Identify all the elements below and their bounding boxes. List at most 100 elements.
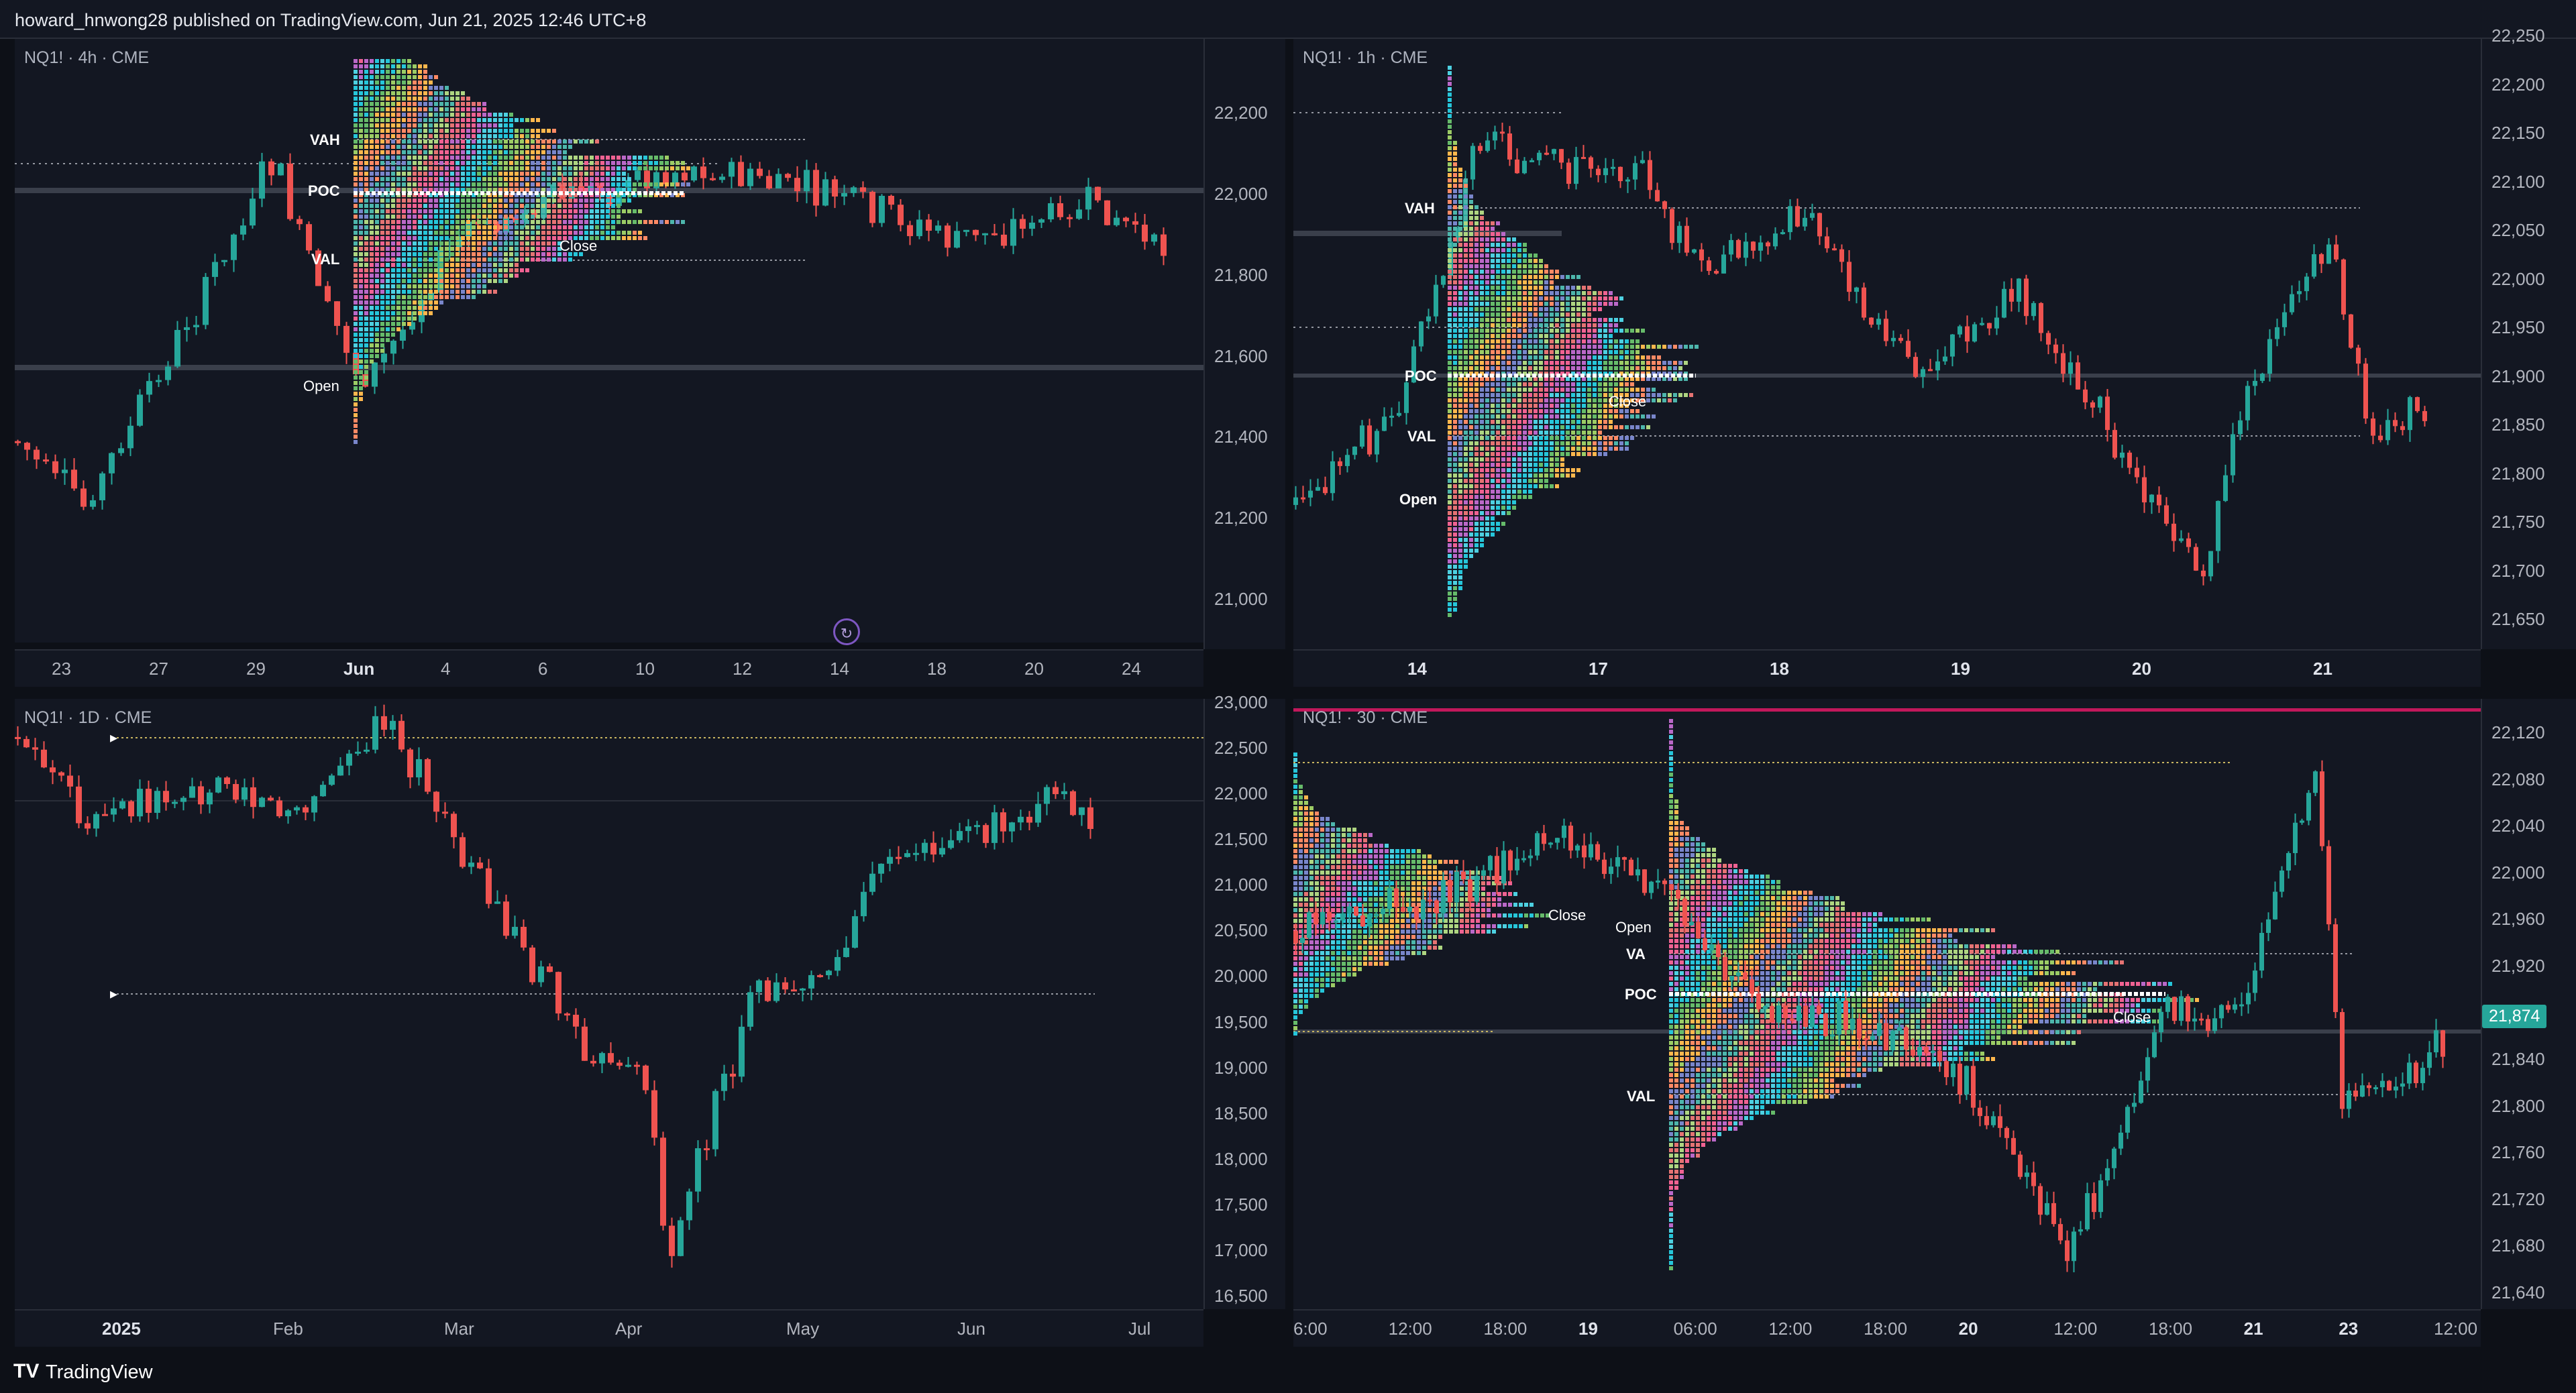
profile-cell	[1465, 903, 1469, 907]
candle-body	[1010, 219, 1016, 246]
profile-cell	[450, 236, 454, 240]
profile-cell	[1652, 388, 1656, 392]
profile-cell	[429, 225, 433, 229]
profile-cell	[1571, 452, 1575, 456]
profile-cell	[1491, 350, 1495, 354]
profile-cell	[461, 252, 465, 256]
profile-cell	[434, 140, 438, 144]
profile-cell	[364, 354, 368, 358]
profile-cell	[1491, 313, 1495, 317]
candle-body	[52, 461, 58, 473]
candle-body	[939, 848, 945, 855]
profile-cell	[466, 102, 470, 106]
profile-cell	[1480, 463, 1484, 467]
profile-cell	[1534, 479, 1538, 483]
profile-cell	[627, 188, 631, 192]
profile-cell	[1304, 795, 1308, 799]
profile-cell	[380, 236, 384, 240]
profile-cell	[386, 220, 390, 224]
profile-cell	[1512, 318, 1516, 322]
profile-cell	[1485, 232, 1489, 236]
candle-body	[353, 353, 359, 375]
price-axis-1h[interactable]: 22,250 22,200 22,150 22,100 22,050 22,000 21,9…	[2481, 25, 2576, 649]
candle-body	[381, 716, 387, 730]
profile-cell	[434, 150, 438, 154]
profile-cell	[1507, 425, 1511, 429]
candle-body	[599, 1053, 605, 1064]
price-axis-4h[interactable]: 22,200 22,000 21,800 21,600 21,400 21,200 21,0…	[1203, 39, 1285, 649]
profile-cell	[413, 129, 417, 133]
candle-body	[486, 868, 492, 904]
profile-cell	[1358, 908, 1362, 912]
profile-cell	[1304, 833, 1308, 837]
profile-cell	[1630, 366, 1634, 370]
profile-cell	[665, 166, 669, 170]
profile-cell	[1507, 254, 1511, 258]
profile-cell	[1448, 119, 1452, 123]
chart-panel-1h[interactable]: NQ1! · 1h · CME VAH POC VAL Open Close	[1293, 39, 2481, 649]
profile-cell	[1485, 275, 1489, 279]
profile-cell	[1496, 500, 1500, 504]
profile-cell	[568, 252, 572, 256]
chart-panel-30m[interactable]: NQ1! · 30 · CME Open VA POC VAL Close Close	[1293, 699, 2481, 1309]
profile-cell	[1625, 441, 1629, 445]
replay-icon[interactable]: ↻	[833, 618, 860, 645]
profile-cell	[1474, 227, 1479, 231]
profile-cell	[659, 220, 663, 224]
profile-cell	[472, 252, 476, 256]
profile-cell	[1652, 393, 1656, 397]
profile-cell	[1555, 452, 1559, 456]
profile-cell	[359, 279, 363, 283]
profile-cell	[375, 236, 379, 240]
profile-cell	[402, 134, 406, 138]
profile-cell	[1550, 388, 1554, 392]
profile-cell	[472, 177, 476, 181]
profile-cell	[466, 241, 470, 245]
profile-cell	[1598, 425, 1602, 429]
profile-cell	[386, 263, 390, 267]
profile-cell	[1609, 345, 1613, 349]
profile-cell	[1555, 420, 1559, 424]
candle-body	[1596, 168, 1601, 176]
time-axis-1d[interactable]: 2025 Feb Mar Apr May Jun Jul	[15, 1309, 1203, 1347]
profile-cell	[1491, 393, 1495, 397]
profile-cell	[1544, 313, 1548, 317]
chart-panel-1d[interactable]: NQ1! · 1D · CME ▸ ▸	[15, 699, 1203, 1309]
profile-cell	[1480, 237, 1484, 241]
profile-cell	[439, 102, 443, 106]
profile-cell	[1619, 318, 1623, 322]
price-axis-1d[interactable]: 23,000 22,500 22,000 21,500 21,000 20,500 20,0…	[1203, 692, 1285, 1309]
profile-cell	[429, 150, 433, 154]
profile-cell	[482, 290, 486, 294]
profile-cell	[1417, 865, 1421, 869]
profile-cell	[1507, 302, 1511, 306]
profile-cell	[391, 75, 395, 79]
profile-cell	[1469, 538, 1473, 542]
time-axis-4h[interactable]: 23 27 29 Jun 4 6 10 12 14 18 20 24	[15, 649, 1203, 687]
profile-cell	[606, 199, 610, 203]
profile-cell	[509, 140, 513, 144]
profile-cell	[1646, 425, 1650, 429]
attribution-text: howard_hnwong28 published on TradingView…	[15, 10, 647, 30]
profile-cell	[1448, 404, 1452, 408]
profile-cell	[413, 274, 417, 278]
profile-cell	[375, 123, 379, 127]
chart-panel-4h[interactable]: NQ1! · 4h · CME VAH POC VAL Open Close	[15, 39, 1203, 643]
profile-cell	[1534, 468, 1538, 472]
profile-cell	[354, 231, 358, 235]
profile-cell	[1485, 329, 1489, 333]
profile-cell	[1485, 291, 1489, 295]
profile-cell	[1390, 871, 1394, 875]
profile-cell	[418, 199, 422, 203]
profile-cell	[1485, 479, 1489, 483]
profile-cell	[541, 150, 545, 154]
profile-cell	[380, 322, 384, 326]
time-axis-1h[interactable]: 14 17 18 19 20 21	[1293, 649, 2481, 687]
profile-cell	[354, 419, 358, 423]
profile-cell	[590, 188, 594, 192]
candle-body	[400, 329, 406, 341]
profile-cell	[1401, 854, 1405, 858]
profile-cell	[1587, 425, 1591, 429]
profile-cell	[1550, 307, 1554, 311]
profile-cell	[536, 204, 540, 208]
